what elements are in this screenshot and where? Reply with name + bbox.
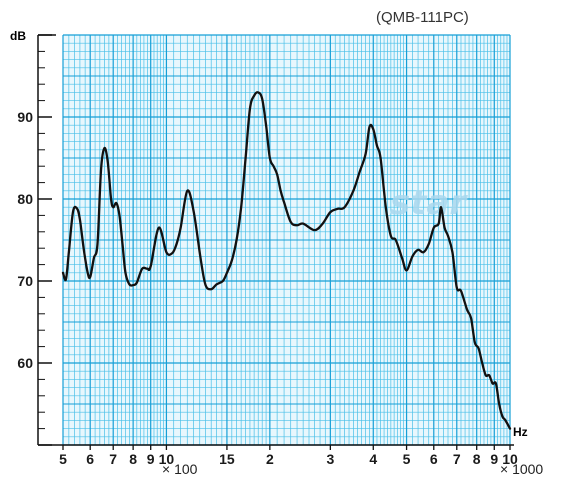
y-axis-label: dB xyxy=(10,29,26,43)
model-label: (QMB-111PC) xyxy=(376,9,469,26)
y-tick-label: 70 xyxy=(17,273,33,289)
grid-major xyxy=(62,34,511,446)
axes xyxy=(37,34,514,450)
x-tick-label: 8 xyxy=(473,451,481,467)
x-tick-label: 10 xyxy=(159,451,175,467)
x-tick-label: 9 xyxy=(490,451,498,467)
x-multiplier-low: × 100 xyxy=(162,461,198,477)
x-tick-label: 8 xyxy=(129,451,137,467)
x-tick-label: 7 xyxy=(109,451,117,467)
y-tick-label: 60 xyxy=(17,355,33,371)
x-tick-label: 10 xyxy=(502,451,518,467)
y-tick-label: 80 xyxy=(17,191,33,207)
x-tick-label: 7 xyxy=(453,451,461,467)
x-tick-label: 15 xyxy=(219,451,235,467)
x-tick-label: 2 xyxy=(266,451,274,467)
x-axis-label: Hz xyxy=(513,425,528,439)
x-tick-label: 5 xyxy=(59,451,67,467)
response-curve xyxy=(61,91,512,430)
y-tick-label: 90 xyxy=(17,109,33,125)
x-tick-labels: 5 6 7 8 9 10 15 2 3 4 5 6 7 8 9 10 xyxy=(59,451,518,467)
y-tick-labels: 60 70 80 90 xyxy=(17,109,33,371)
x-tick-label: 6 xyxy=(86,451,94,467)
x-tick-label: 5 xyxy=(403,451,411,467)
x-tick-label: 6 xyxy=(430,451,438,467)
watermark-logo: star xyxy=(390,183,468,223)
x-multiplier-high: × 1000 xyxy=(500,461,543,477)
x-tick-label: 3 xyxy=(326,451,334,467)
x-tick-label: 9 xyxy=(147,451,155,467)
x-tick-label: 4 xyxy=(369,451,377,467)
